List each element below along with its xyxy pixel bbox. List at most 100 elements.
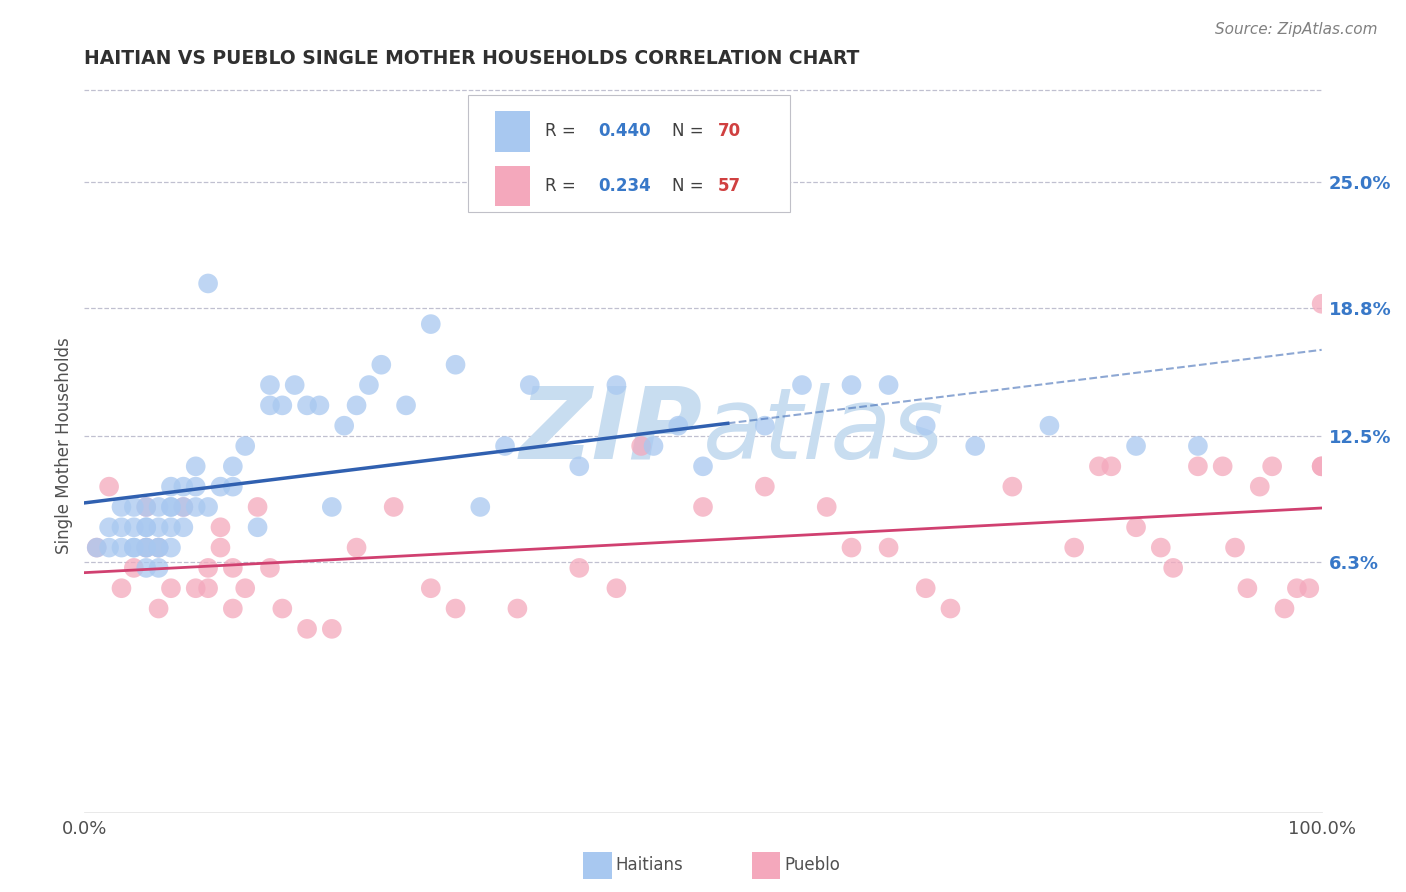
FancyBboxPatch shape bbox=[495, 166, 530, 206]
Point bbox=[841, 541, 863, 555]
Point bbox=[110, 581, 132, 595]
Point bbox=[666, 418, 689, 433]
Point bbox=[568, 459, 591, 474]
Point bbox=[295, 622, 318, 636]
Point bbox=[259, 378, 281, 392]
Point bbox=[222, 480, 245, 494]
Point bbox=[333, 418, 356, 433]
Point bbox=[568, 561, 591, 575]
Point bbox=[914, 418, 936, 433]
Text: 57: 57 bbox=[718, 178, 741, 195]
Point bbox=[1310, 459, 1333, 474]
Point bbox=[754, 418, 776, 433]
Point bbox=[1274, 601, 1296, 615]
Point bbox=[209, 520, 232, 534]
Point bbox=[184, 480, 207, 494]
Point bbox=[233, 439, 256, 453]
Point bbox=[184, 459, 207, 474]
Point bbox=[110, 520, 132, 534]
Point bbox=[86, 541, 108, 555]
Point bbox=[135, 500, 157, 514]
Point bbox=[506, 601, 529, 615]
Point bbox=[135, 520, 157, 534]
Point bbox=[1099, 459, 1122, 474]
Point bbox=[630, 439, 652, 453]
Point bbox=[1187, 439, 1209, 453]
Text: ZIP: ZIP bbox=[520, 383, 703, 480]
Point bbox=[321, 622, 343, 636]
Point bbox=[346, 398, 368, 412]
Point bbox=[1212, 459, 1234, 474]
Point bbox=[135, 561, 157, 575]
Point bbox=[98, 480, 121, 494]
Point bbox=[172, 500, 194, 514]
Text: R =: R = bbox=[544, 122, 581, 140]
Point bbox=[1223, 541, 1246, 555]
Point bbox=[692, 500, 714, 514]
Point bbox=[271, 601, 294, 615]
Point bbox=[148, 500, 170, 514]
Point bbox=[135, 520, 157, 534]
Point bbox=[172, 520, 194, 534]
Point bbox=[295, 398, 318, 412]
Text: Source: ZipAtlas.com: Source: ZipAtlas.com bbox=[1215, 22, 1378, 37]
Point bbox=[1001, 480, 1024, 494]
Point bbox=[494, 439, 516, 453]
Point bbox=[692, 459, 714, 474]
Point bbox=[197, 561, 219, 575]
Point bbox=[122, 541, 145, 555]
FancyBboxPatch shape bbox=[495, 112, 530, 152]
Point bbox=[148, 541, 170, 555]
Point bbox=[122, 561, 145, 575]
Point bbox=[1161, 561, 1184, 575]
Point bbox=[148, 520, 170, 534]
Point bbox=[259, 561, 281, 575]
Point bbox=[160, 520, 183, 534]
Point bbox=[98, 541, 121, 555]
Point bbox=[148, 561, 170, 575]
Point bbox=[1125, 520, 1147, 534]
Point bbox=[122, 520, 145, 534]
Point bbox=[914, 581, 936, 595]
Point bbox=[1125, 439, 1147, 453]
Point bbox=[605, 581, 627, 595]
Point bbox=[160, 500, 183, 514]
Point bbox=[519, 378, 541, 392]
Point bbox=[754, 480, 776, 494]
Point bbox=[308, 398, 330, 412]
Point bbox=[271, 398, 294, 412]
Point bbox=[135, 500, 157, 514]
Point bbox=[222, 561, 245, 575]
Point bbox=[259, 398, 281, 412]
Point bbox=[346, 541, 368, 555]
Point bbox=[233, 581, 256, 595]
Point bbox=[197, 581, 219, 595]
Text: R =: R = bbox=[544, 178, 581, 195]
Point bbox=[284, 378, 307, 392]
Point bbox=[160, 581, 183, 595]
Point bbox=[1187, 459, 1209, 474]
Point bbox=[1310, 459, 1333, 474]
Point bbox=[246, 520, 269, 534]
FancyBboxPatch shape bbox=[468, 95, 790, 212]
Point bbox=[172, 500, 194, 514]
Point bbox=[110, 500, 132, 514]
Point bbox=[939, 601, 962, 615]
Point bbox=[1310, 297, 1333, 311]
Text: Pueblo: Pueblo bbox=[785, 856, 841, 874]
Point bbox=[444, 601, 467, 615]
Point bbox=[444, 358, 467, 372]
Point bbox=[357, 378, 380, 392]
Point bbox=[419, 581, 441, 595]
Point bbox=[148, 541, 170, 555]
Text: HAITIAN VS PUEBLO SINGLE MOTHER HOUSEHOLDS CORRELATION CHART: HAITIAN VS PUEBLO SINGLE MOTHER HOUSEHOL… bbox=[84, 49, 859, 68]
Point bbox=[197, 277, 219, 291]
Point bbox=[1249, 480, 1271, 494]
Text: N =: N = bbox=[672, 122, 709, 140]
Point bbox=[605, 378, 627, 392]
Point bbox=[1298, 581, 1320, 595]
Point bbox=[135, 541, 157, 555]
Point bbox=[148, 541, 170, 555]
Point bbox=[419, 317, 441, 331]
Point bbox=[643, 439, 665, 453]
